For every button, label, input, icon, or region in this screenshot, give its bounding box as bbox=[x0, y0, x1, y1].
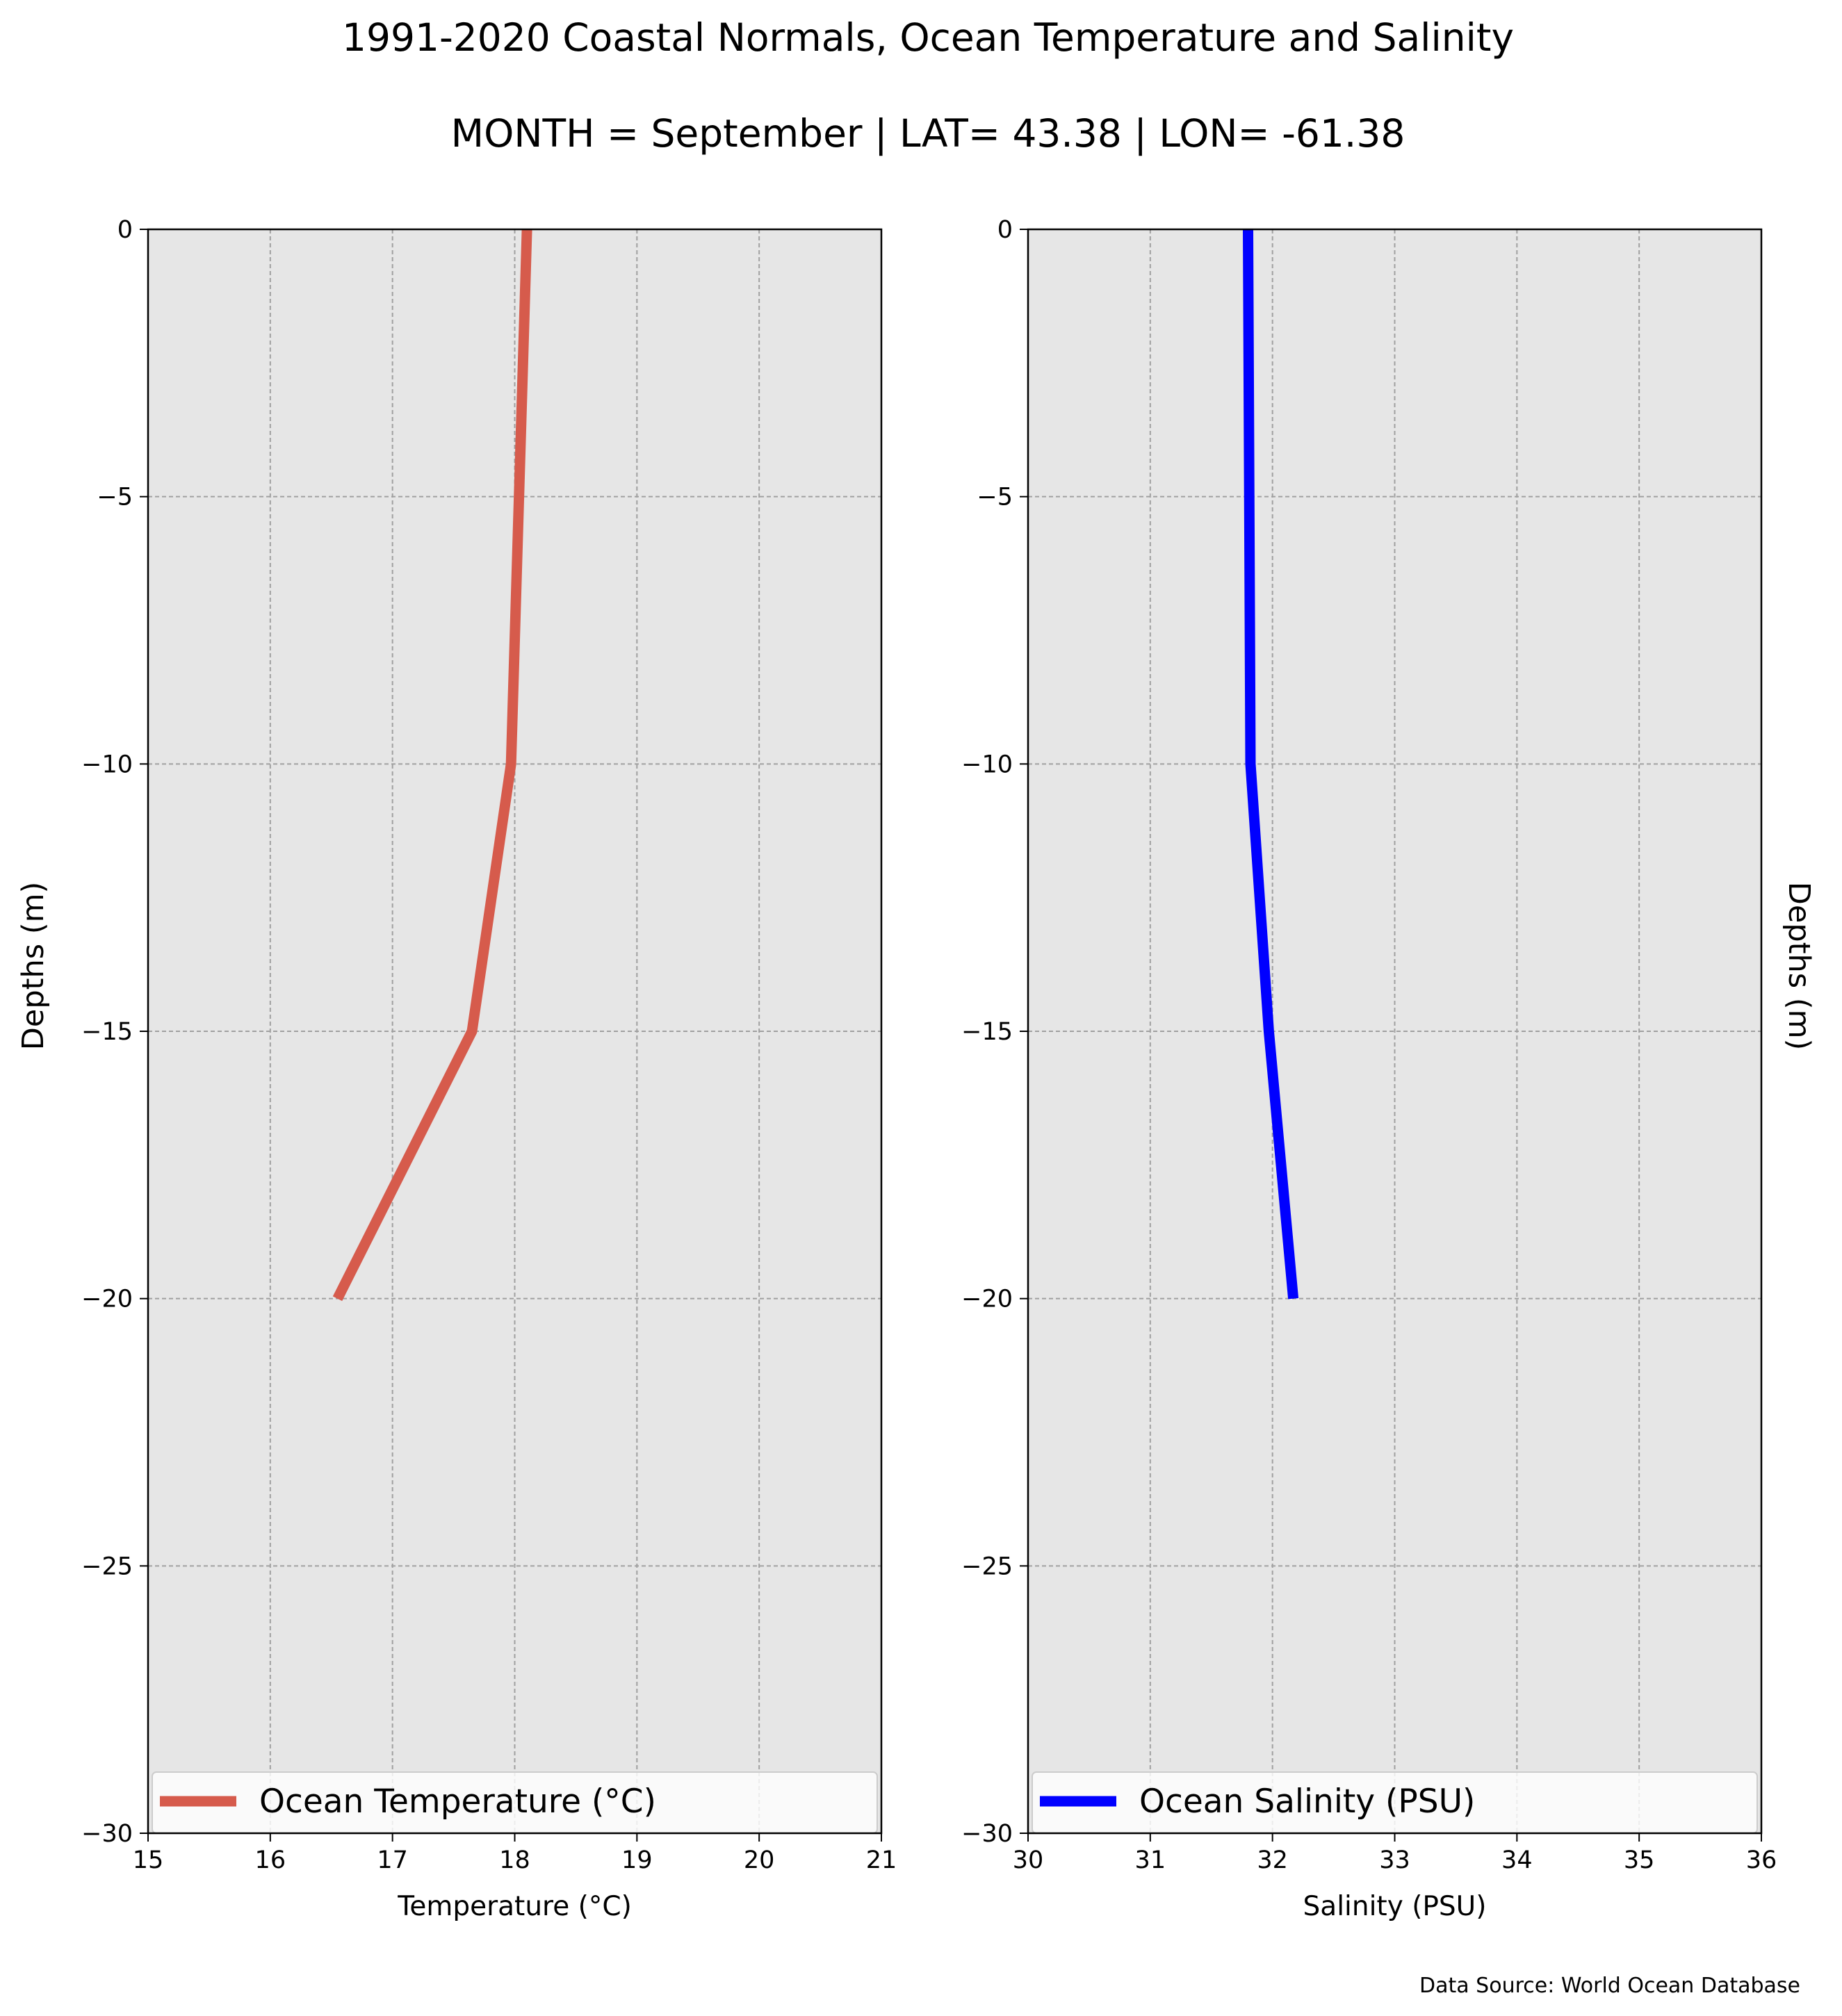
temperature-x-tick-label: 16 bbox=[255, 1846, 286, 1874]
salinity-y-tick-label: 0 bbox=[997, 216, 1013, 244]
salinity-y-tick-label: −10 bbox=[961, 751, 1013, 778]
salinity-y-tick-label: −25 bbox=[961, 1552, 1013, 1580]
salinity-y-tick-label: −5 bbox=[977, 484, 1013, 511]
data-source-note: Data Source: World Ocean Database bbox=[1419, 1974, 1800, 1998]
salinity-x-tick-label: 35 bbox=[1624, 1846, 1655, 1874]
temperature-data-point bbox=[337, 1298, 339, 1300]
temperature-y-tick-label: −15 bbox=[81, 1018, 133, 1046]
salinity-x-tick-label: 32 bbox=[1257, 1846, 1288, 1874]
temperature-panel: Ocean Temperature (°C) 15 16 17 18 19 20 21 0 −5 −… bbox=[81, 216, 897, 1922]
salinity-y-tick-label: −20 bbox=[961, 1286, 1013, 1313]
chart-subtitle: MONTH = September | LAT= 43.38 | LON= -6… bbox=[451, 111, 1405, 156]
salinity-x-axis-label: Salinity (PSU) bbox=[1303, 1891, 1487, 1922]
temperature-legend-label: Ocean Temperature (°C) bbox=[259, 1783, 656, 1821]
temperature-legend: Ocean Temperature (°C) bbox=[152, 1771, 878, 1834]
temperature-x-tick-label: 21 bbox=[866, 1846, 897, 1874]
temperature-y-tick-label: −10 bbox=[81, 751, 133, 778]
temperature-y-tick-label: 0 bbox=[117, 216, 133, 244]
left-y-axis-label: Depths (m) bbox=[16, 882, 51, 1050]
temperature-x-tick-label: 19 bbox=[621, 1846, 653, 1874]
salinity-x-tick-label: 36 bbox=[1746, 1846, 1777, 1874]
right-y-axis-label: Depths (m) bbox=[1782, 882, 1816, 1050]
temperature-x-tick-label: 17 bbox=[377, 1846, 408, 1874]
temperature-y-tick-label: −20 bbox=[81, 1286, 133, 1313]
temperature-series-line bbox=[332, 229, 532, 1302]
temperature-x-tick-label: 20 bbox=[744, 1846, 775, 1874]
temperature-x-tick-label: 18 bbox=[499, 1846, 530, 1874]
temperature-data-point bbox=[471, 1031, 473, 1032]
salinity-legend: Ocean Salinity (PSU) bbox=[1032, 1771, 1758, 1834]
salinity-panel: Ocean Salinity (PSU) 30 31 32 33 34 35 36 0 −5 −10… bbox=[961, 216, 1777, 1922]
salinity-x-tick-label: 34 bbox=[1501, 1846, 1533, 1874]
salinity-x-tick-label: 33 bbox=[1379, 1846, 1410, 1874]
salinity-y-tick-label: −30 bbox=[961, 1820, 1013, 1848]
salinity-legend-label: Ocean Salinity (PSU) bbox=[1139, 1783, 1475, 1821]
temperature-x-tick-label: 15 bbox=[133, 1846, 164, 1874]
salinity-y-tick-label: −15 bbox=[961, 1018, 1013, 1046]
salinity-data-point bbox=[1293, 1298, 1294, 1300]
salinity-series-line bbox=[1243, 229, 1299, 1300]
temperature-x-axis-label: Temperature (°C) bbox=[397, 1891, 632, 1922]
chart-title: 1991-2020 Coastal Normals, Ocean Tempera… bbox=[342, 15, 1514, 60]
temperature-y-tick-label: −5 bbox=[97, 484, 133, 511]
salinity-x-tick-label: 31 bbox=[1135, 1846, 1166, 1874]
temperature-y-tick-label: −25 bbox=[81, 1552, 133, 1580]
temperature-y-tick-label: −30 bbox=[81, 1820, 133, 1848]
salinity-x-tick-label: 30 bbox=[1013, 1846, 1044, 1874]
